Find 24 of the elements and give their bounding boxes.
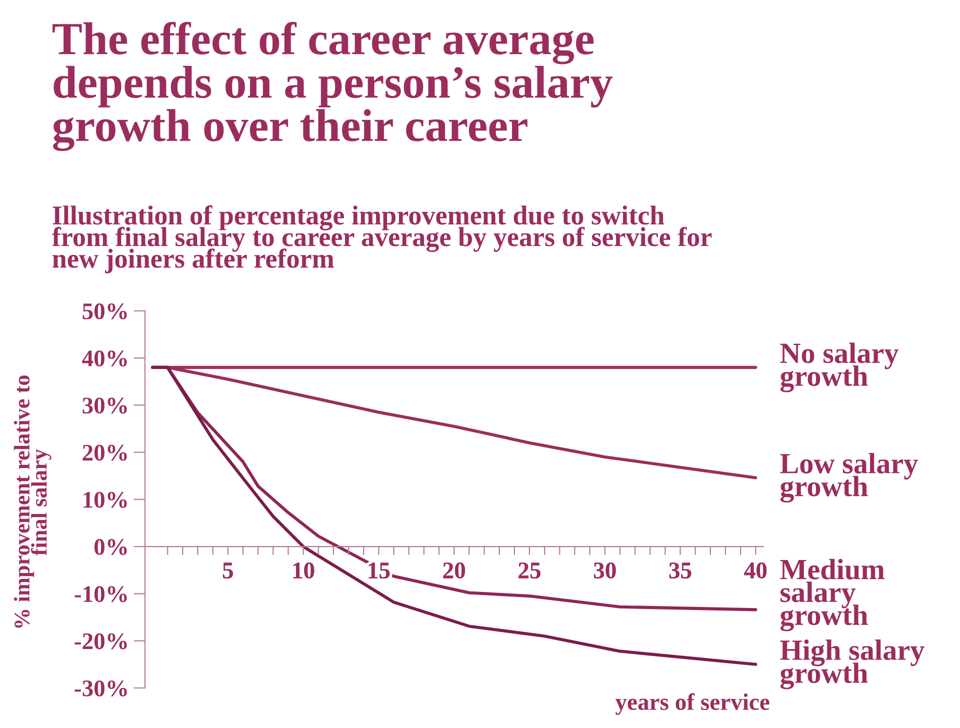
y-tick-label: 30% bbox=[82, 398, 127, 414]
x-tick-label: 40 bbox=[744, 562, 767, 578]
y-tick-label: 10% bbox=[84, 492, 127, 508]
y-tick-label: 20% bbox=[82, 444, 127, 461]
y-tick-label: 50% bbox=[82, 303, 127, 320]
x-tick-label: 20 bbox=[443, 562, 465, 578]
chart-subtitle: Illustration of percentage improvement due to switch from final salary to career average by years of service for new joiners after reform bbox=[52, 205, 712, 274]
y-tick-label: 40% bbox=[82, 350, 127, 366]
y-tick-label: -10% bbox=[74, 586, 127, 602]
y-tick-label: -20% bbox=[74, 633, 127, 650]
y-tick-label: 0% bbox=[94, 539, 127, 556]
series-label: High salary growth bbox=[780, 640, 924, 690]
series-label: Medium salary growth bbox=[780, 558, 884, 632]
y-tick-label: -30% bbox=[74, 680, 127, 696]
series-label: Low salary growth bbox=[780, 452, 918, 503]
x-tick-label: 30 bbox=[594, 562, 616, 578]
x-tick-label: 35 bbox=[669, 562, 692, 578]
chart-title: The effect of career average depends on a person’s salary growth over their career bbox=[52, 22, 612, 152]
y-axis-title: % improvement relative to final salary bbox=[14, 376, 52, 628]
x-axis-title: years of service bbox=[615, 693, 770, 715]
series-label: No salary growth bbox=[780, 342, 898, 392]
x-tick-label: 10 bbox=[293, 562, 314, 578]
x-tick-label: 5 bbox=[222, 562, 233, 578]
x-tick-label: 25 bbox=[518, 562, 540, 578]
